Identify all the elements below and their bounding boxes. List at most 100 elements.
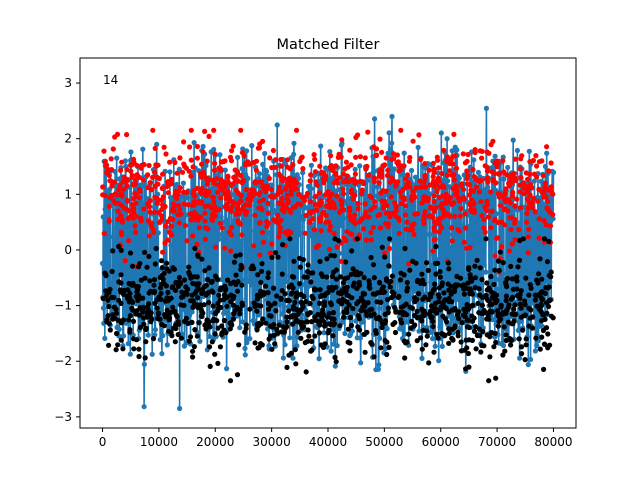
black-point [142,275,148,281]
red-point [536,235,542,241]
red-point [410,138,416,144]
black-point [500,260,506,266]
red-point [495,160,501,166]
red-point [126,238,132,244]
red-point [202,203,208,209]
red-point [350,177,356,183]
black-point [460,312,466,318]
red-point [444,172,450,178]
blue-point [445,178,451,184]
red-point [196,225,203,231]
red-point [431,237,437,243]
red-point [335,180,341,186]
black-point [362,349,368,355]
red-point [326,246,333,252]
black-point [237,311,243,317]
black-point [258,321,264,327]
black-point [307,300,313,307]
black-point [106,321,112,327]
black-point [378,345,384,351]
black-point [159,321,165,327]
black-point [202,268,208,274]
black-point [406,331,412,337]
black-point [202,322,208,328]
red-point [310,208,316,214]
red-point [396,230,402,236]
red-point [184,238,190,244]
black-point [446,330,452,336]
red-point [367,193,373,199]
blue-point [514,245,520,251]
red-point [502,190,508,196]
red-point [409,227,415,233]
blue-point [357,335,363,341]
black-point [296,309,302,315]
red-point [253,158,260,164]
black-point [357,327,363,333]
red-point [165,179,171,185]
red-point [133,213,139,219]
blue-point [538,178,544,184]
red-point [331,231,337,237]
black-point [143,325,149,331]
red-point [502,197,508,203]
black-point [276,322,282,328]
blue-point [183,195,189,201]
black-point [195,252,201,258]
black-point [478,349,484,355]
black-point [464,345,470,351]
red-point [191,188,197,194]
blue-point [202,261,208,267]
red-point [347,147,353,153]
black-point [382,337,388,344]
red-point [318,199,325,206]
black-point [316,318,322,324]
blue-point [248,282,255,288]
red-point [177,206,183,212]
black-point [442,316,448,322]
black-point [349,248,355,254]
red-point [211,127,217,133]
red-point [383,210,389,216]
red-point [251,243,257,249]
red-point [328,200,334,206]
blue-point [313,282,319,288]
x-tick-label: 50000 [365,435,403,449]
red-point [257,220,263,226]
black-point [195,295,201,301]
blue-point [227,256,233,262]
black-point [342,276,348,282]
red-point [298,202,304,208]
black-point [267,312,273,319]
black-point [486,378,492,384]
blue-point [177,405,183,412]
red-point [345,164,351,170]
red-point [171,208,177,214]
blue-point [304,205,311,211]
red-point [547,209,553,215]
red-point [481,217,487,223]
black-point [190,354,196,360]
black-point [493,299,499,306]
blue-point [542,163,549,170]
black-point [176,275,182,281]
red-point [502,206,508,212]
red-point [336,151,342,157]
black-point [480,294,486,300]
blue-point [342,330,348,337]
black-point [309,338,315,344]
red-point [112,200,118,206]
red-point [510,189,516,196]
red-point [451,172,457,178]
black-point [269,254,275,260]
black-point [290,306,296,312]
black-point [308,279,314,285]
blue-point [465,296,471,303]
red-point [313,193,319,199]
red-point [284,164,291,170]
black-point [491,344,497,350]
red-point [317,163,323,169]
black-point [107,327,113,333]
blue-point [401,150,407,156]
blue-point [384,326,390,332]
